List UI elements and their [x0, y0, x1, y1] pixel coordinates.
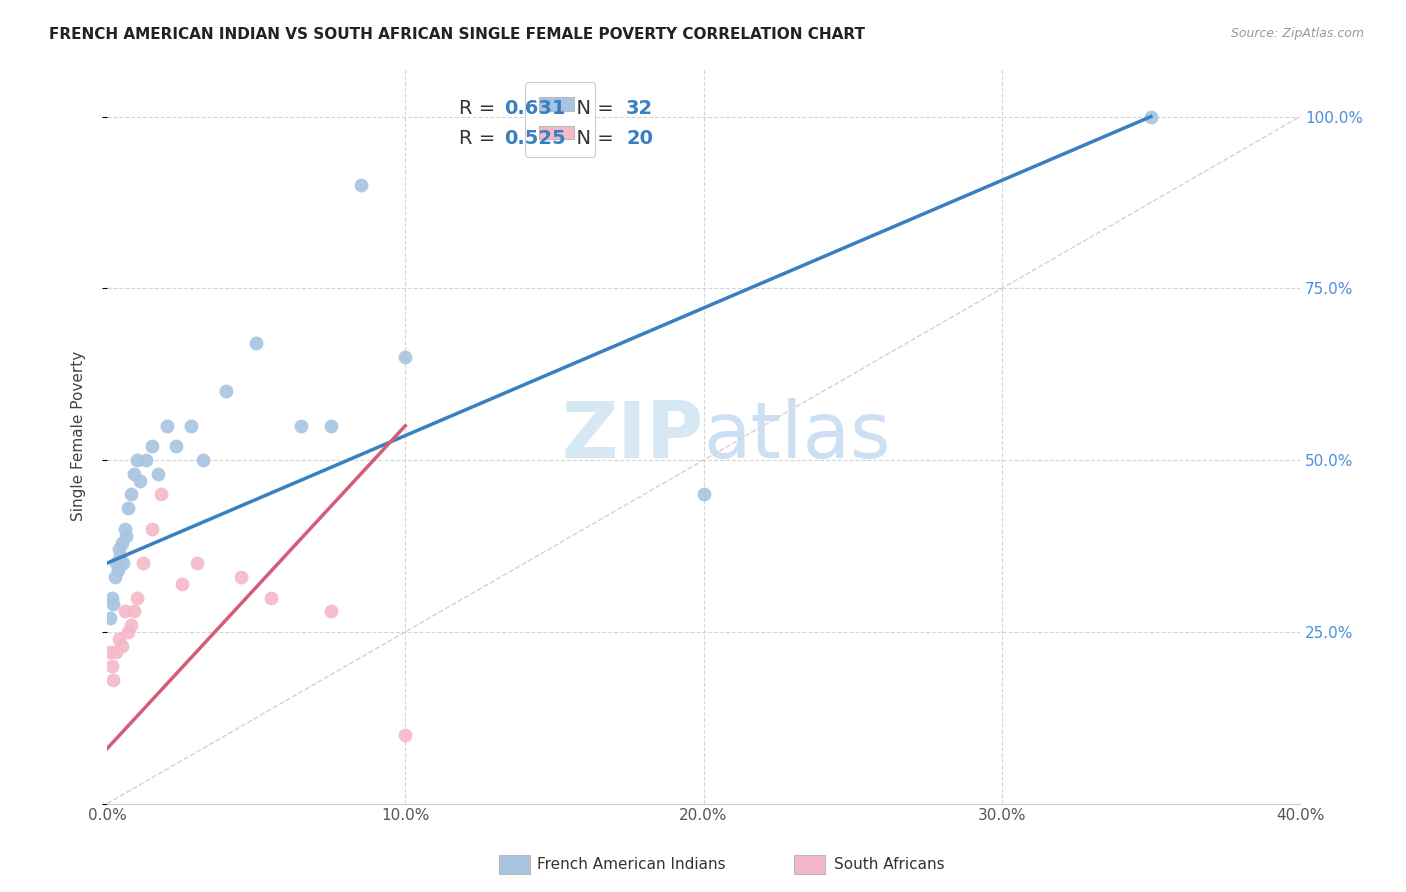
Point	[319, 418, 342, 433]
Point	[260, 591, 283, 605]
Point	[101, 598, 124, 612]
Text: N =: N =	[564, 128, 620, 148]
Point	[149, 487, 172, 501]
Point	[120, 487, 142, 501]
Point	[349, 178, 371, 193]
Point	[98, 611, 121, 625]
Point	[100, 591, 122, 605]
Point	[128, 474, 150, 488]
Point	[245, 336, 267, 351]
Point	[100, 659, 122, 673]
Point	[125, 591, 148, 605]
Text: 32: 32	[626, 99, 654, 119]
Point	[103, 570, 125, 584]
Point	[117, 501, 139, 516]
Text: 0.525: 0.525	[505, 128, 567, 148]
Point	[215, 384, 238, 399]
Legend: , : ,	[526, 82, 595, 157]
Y-axis label: Single Female Poverty: Single Female Poverty	[72, 351, 86, 521]
Point	[231, 570, 253, 584]
Text: N =: N =	[564, 99, 620, 119]
Point	[107, 563, 129, 577]
Text: 0.631: 0.631	[505, 99, 565, 119]
Point	[101, 673, 124, 687]
Point	[98, 645, 121, 659]
Point	[122, 467, 145, 481]
Point	[191, 453, 214, 467]
Point	[108, 632, 131, 646]
Text: French American Indians: French American Indians	[537, 857, 725, 871]
Point	[1140, 110, 1163, 124]
Point	[114, 604, 136, 618]
Point	[290, 418, 312, 433]
Point	[170, 576, 193, 591]
Point	[394, 350, 416, 364]
Point	[394, 728, 416, 742]
Point	[186, 556, 208, 570]
Point	[135, 453, 157, 467]
Point	[111, 639, 134, 653]
Point	[156, 418, 179, 433]
Point	[105, 556, 128, 570]
Point	[108, 542, 131, 557]
Text: FRENCH AMERICAN INDIAN VS SOUTH AFRICAN SINGLE FEMALE POVERTY CORRELATION CHART: FRENCH AMERICAN INDIAN VS SOUTH AFRICAN …	[49, 27, 865, 42]
Point	[112, 556, 135, 570]
Point	[117, 624, 139, 639]
Text: R =: R =	[458, 128, 502, 148]
Point	[125, 453, 148, 467]
Text: ZIP: ZIP	[561, 398, 703, 474]
Point	[141, 522, 163, 536]
Point	[146, 467, 169, 481]
Point	[692, 487, 714, 501]
Point	[122, 604, 145, 618]
Point	[180, 418, 202, 433]
Point	[165, 439, 187, 453]
Point	[120, 618, 142, 632]
Point	[105, 645, 128, 659]
Text: R =: R =	[458, 99, 502, 119]
Point	[110, 549, 132, 564]
Point	[115, 529, 138, 543]
Text: South Africans: South Africans	[834, 857, 945, 871]
Point	[114, 522, 136, 536]
Text: 20: 20	[626, 128, 652, 148]
Point	[141, 439, 163, 453]
Text: Source: ZipAtlas.com: Source: ZipAtlas.com	[1230, 27, 1364, 40]
Point	[319, 604, 342, 618]
Point	[132, 556, 155, 570]
Text: atlas: atlas	[703, 398, 891, 474]
Point	[111, 535, 134, 549]
